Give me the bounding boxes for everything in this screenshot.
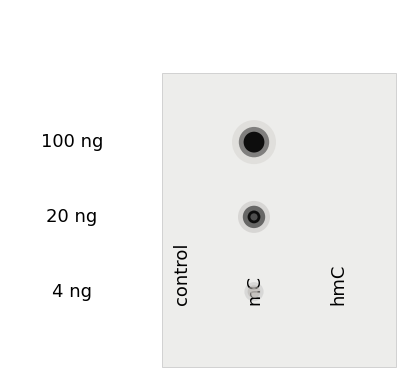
Ellipse shape xyxy=(238,201,270,233)
Ellipse shape xyxy=(244,132,264,153)
Text: hmC: hmC xyxy=(329,263,347,305)
Ellipse shape xyxy=(243,206,265,228)
Ellipse shape xyxy=(250,288,258,295)
Text: 4 ng: 4 ng xyxy=(52,283,92,301)
Text: 100 ng: 100 ng xyxy=(41,133,103,151)
Text: mC: mC xyxy=(245,275,263,305)
Ellipse shape xyxy=(232,120,276,164)
Text: control: control xyxy=(173,242,191,305)
FancyBboxPatch shape xyxy=(162,73,396,367)
Ellipse shape xyxy=(244,282,264,301)
Text: 20 ng: 20 ng xyxy=(46,208,98,226)
Ellipse shape xyxy=(248,285,260,298)
Ellipse shape xyxy=(250,213,258,221)
Ellipse shape xyxy=(248,211,260,223)
Ellipse shape xyxy=(239,127,269,157)
